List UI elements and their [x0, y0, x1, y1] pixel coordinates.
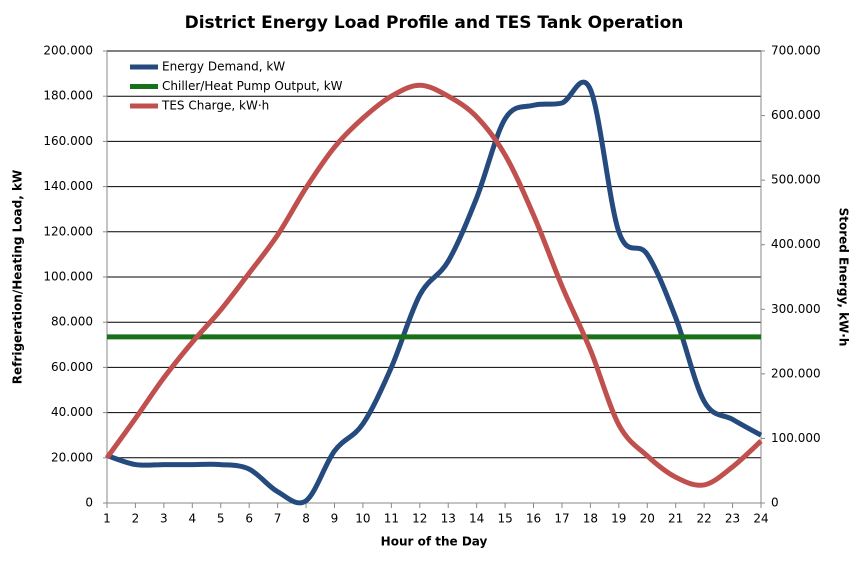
y2-tick-label: 600.000 [771, 108, 821, 122]
x-tick-label: 22 [696, 512, 711, 526]
x-tick-label: 8 [302, 512, 310, 526]
y-tick-label: 160.000 [43, 134, 93, 148]
x-tick-label: 9 [331, 512, 339, 526]
series-line [106, 79, 763, 506]
y2-tick-label: 500.000 [771, 173, 821, 187]
y-axis-label: Refrigeration/Heating Load, kW [11, 170, 25, 384]
y-tick-label: 140.000 [43, 179, 93, 193]
x-tick-label: 4 [188, 512, 196, 526]
y2-axis-label: Stored Energy, kW·h [837, 208, 851, 347]
y-tick-label: 40.000 [51, 405, 93, 419]
y-tick-label: 20.000 [51, 450, 93, 464]
x-tick-label: 16 [526, 512, 541, 526]
y2-tick-label: 300.000 [771, 302, 821, 316]
x-tick-label: 19 [611, 512, 626, 526]
x-tick-label: 7 [274, 512, 282, 526]
x-tick-label: 10 [355, 512, 370, 526]
y2-tick-label: 400.000 [771, 237, 821, 251]
y2-tick-label: 700.000 [771, 44, 821, 58]
y-tick-label: 80.000 [51, 315, 93, 329]
y-tick-label: 120.000 [43, 224, 93, 238]
x-tick-label: 1 [103, 512, 111, 526]
x-tick-label: 24 [753, 512, 768, 526]
x-tick-label: 15 [497, 512, 512, 526]
x-tick-label: 21 [668, 512, 683, 526]
y-tick-label: 100.000 [43, 270, 93, 284]
series-line [104, 82, 763, 488]
x-tick-label: 12 [412, 512, 427, 526]
y-tick-label: 200.000 [43, 44, 93, 58]
y2-tick-label: 0 [771, 496, 779, 510]
legend-label: Energy Demand, kW [162, 60, 285, 74]
x-tick-label: 11 [384, 512, 399, 526]
x-axis-label: Hour of the Day [381, 535, 488, 549]
x-tick-label: 14 [469, 512, 484, 526]
x-tick-label: 5 [217, 512, 225, 526]
legend-label: Chiller/Heat Pump Output, kW [162, 79, 343, 93]
x-tick-label: 2 [132, 512, 140, 526]
x-tick-label: 20 [640, 512, 655, 526]
x-tick-label: 13 [441, 512, 456, 526]
y2-tick-label: 200.000 [771, 366, 821, 380]
x-tick-label: 18 [583, 512, 598, 526]
x-tick-label: 6 [245, 512, 253, 526]
x-tick-label: 23 [725, 512, 740, 526]
x-tick-label: 17 [554, 512, 569, 526]
y-tick-label: 180.000 [43, 89, 93, 103]
y2-tick-label: 100.000 [771, 431, 821, 445]
x-tick-label: 3 [160, 512, 168, 526]
legend-label: TES Charge, kW·h [161, 99, 269, 113]
y-tick-label: 0 [85, 496, 93, 510]
chart-title: District Energy Load Profile and TES Tan… [185, 13, 684, 33]
y-tick-label: 60.000 [51, 360, 93, 374]
